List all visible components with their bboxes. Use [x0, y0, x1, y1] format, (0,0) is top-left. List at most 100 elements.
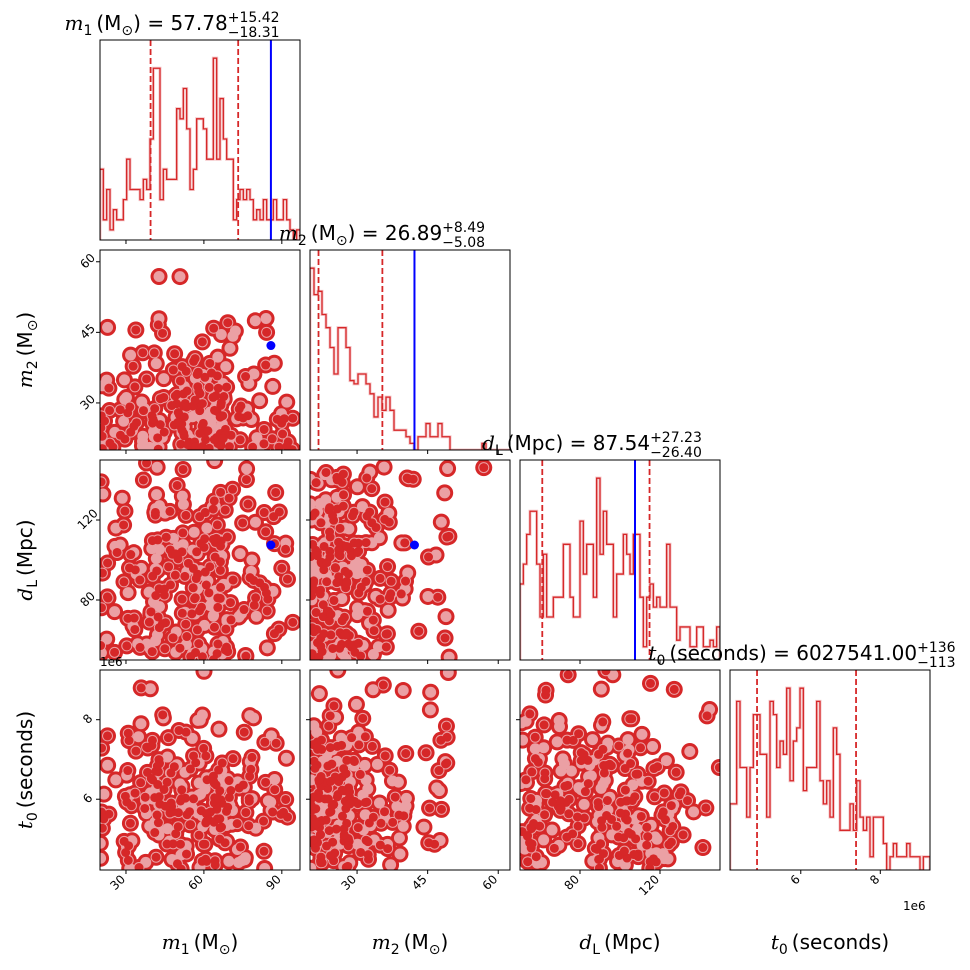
- contour-blob-inner: [530, 754, 540, 764]
- contour-blob-middle: [135, 718, 147, 730]
- x-tick-label: 90: [263, 872, 284, 893]
- contour-blob-middle: [422, 590, 434, 602]
- contour-blob-inner: [214, 765, 224, 775]
- label-paren: (: [665, 641, 677, 665]
- x-tick-label: 8: [867, 872, 882, 887]
- contour-blob-middle: [433, 785, 445, 797]
- contour-blob-inner: [142, 374, 152, 384]
- label-symbol: t: [13, 820, 37, 829]
- contour-blob-inner: [636, 811, 646, 821]
- contour-blob-inner: [123, 855, 133, 865]
- contour-blob-middle: [393, 832, 405, 844]
- contour-blob-middle: [100, 837, 106, 849]
- contour-blob-middle: [394, 848, 406, 860]
- contour-blob-middle: [688, 806, 700, 818]
- contour-blob-inner: [176, 796, 186, 806]
- contour-blob-inner: [204, 382, 214, 392]
- contour-blob-inner: [576, 756, 586, 766]
- contour-blob-inner: [669, 684, 679, 694]
- contour-blob-inner: [162, 777, 172, 787]
- contour-blob-inner: [288, 617, 298, 627]
- contour-blob-inner: [376, 818, 386, 828]
- label-symbol: m: [162, 930, 181, 954]
- label-paren: (: [13, 349, 37, 361]
- contour-blob-inner: [362, 797, 372, 807]
- contour-blob-middle: [597, 778, 609, 790]
- contour-blob-inner: [177, 785, 187, 795]
- title-value: 87.54: [593, 431, 650, 455]
- contour-blob-middle: [176, 490, 188, 502]
- panel-frame: [519, 459, 721, 661]
- contour-blob-inner: [121, 848, 131, 858]
- label-paren: (: [600, 930, 612, 954]
- contour-blob-inner: [182, 632, 192, 642]
- contour-blob-inner: [185, 764, 195, 774]
- contour-blob-inner: [128, 361, 138, 371]
- contour-blob-inner: [130, 382, 140, 392]
- contour-blob-inner: [206, 368, 216, 378]
- contour-blob-inner: [347, 733, 357, 743]
- contour-blob-inner: [329, 701, 339, 711]
- contour-blob-middle: [122, 587, 134, 599]
- contour-blob-middle: [359, 759, 371, 771]
- contour-blob-middle: [269, 774, 281, 786]
- contour-blob-inner: [362, 511, 372, 521]
- contour-blob-middle: [150, 635, 162, 647]
- contour-blob-inner: [381, 642, 391, 652]
- contour-blob-inner: [225, 598, 235, 608]
- contour-blob-inner: [201, 816, 211, 826]
- contour-blob-middle: [201, 522, 213, 534]
- contour-blob-inner: [277, 418, 287, 428]
- contour-blob-inner: [583, 755, 593, 765]
- label-unit: seconds: [13, 719, 37, 801]
- contour-blob-middle: [371, 758, 383, 770]
- contour-blob-middle: [280, 752, 292, 764]
- contour-blob-inner: [104, 383, 114, 393]
- contour-blob-inner: [148, 571, 158, 581]
- contour-blob-middle: [162, 823, 174, 835]
- contour-blob-inner: [226, 786, 236, 796]
- contour-blob-inner: [622, 815, 632, 825]
- contour-blob-inner: [526, 793, 536, 803]
- label-subscript: 2: [298, 233, 307, 249]
- contour-blob-inner: [188, 563, 198, 573]
- contour-blob-inner: [120, 506, 130, 516]
- contour-blob-inner: [352, 548, 362, 558]
- contour-blob-inner: [147, 741, 157, 751]
- contour-blob-middle: [249, 315, 261, 327]
- x-tick-label: 6: [788, 872, 803, 887]
- contour-blob-middle: [198, 619, 210, 631]
- contour-blob-middle: [246, 554, 258, 566]
- title-value: 57.78: [170, 11, 227, 35]
- contour-blob-inner: [243, 499, 253, 509]
- contour-blob-middle: [124, 862, 136, 870]
- contour-blob-inner: [173, 417, 183, 427]
- contour-blob-inner: [658, 807, 668, 817]
- contour-blob-inner: [234, 412, 244, 422]
- contour-blob-inner: [183, 440, 193, 450]
- contour-blob-inner: [228, 754, 238, 764]
- contour-blob-inner: [659, 788, 669, 798]
- contour-blob-middle: [144, 683, 156, 695]
- contour-blob-inner: [103, 593, 113, 603]
- contour-blob-inner: [177, 594, 187, 604]
- contour-blob-inner: [155, 420, 165, 430]
- contour-blob-inner: [342, 755, 352, 765]
- contour-blob-middle: [153, 601, 165, 613]
- contour-blob-inner: [394, 810, 404, 820]
- contour-blob-inner: [159, 584, 169, 594]
- contour-blob-inner: [355, 769, 365, 779]
- contour-blob-inner: [123, 766, 133, 776]
- contour-blob-inner: [181, 510, 191, 520]
- contour-blob-inner: [549, 843, 559, 853]
- contour-blob-middle: [209, 460, 221, 467]
- contour-blob-inner: [325, 711, 335, 721]
- contour-blob-inner: [529, 819, 539, 829]
- label-paren: (: [788, 930, 800, 954]
- contour-blob-middle: [657, 848, 669, 860]
- contour-blob-inner: [362, 606, 372, 616]
- contour-blob-middle: [385, 859, 397, 870]
- contour-blob-inner: [277, 563, 287, 573]
- contour-blob-inner: [150, 828, 160, 838]
- contour-blob-inner: [248, 442, 258, 450]
